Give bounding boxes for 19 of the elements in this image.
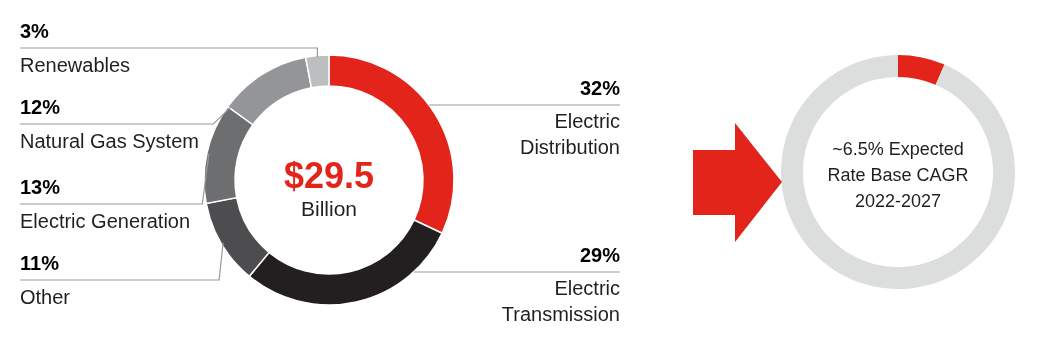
slice-label: Electric Distribution xyxy=(519,110,620,158)
text: Billion xyxy=(300,197,358,220)
data-label: 12% xyxy=(20,96,61,118)
slice-label: Other xyxy=(20,286,71,308)
data-label: 11% xyxy=(20,252,60,274)
data-label: 13% xyxy=(20,176,61,198)
slice-label: Electric Generation xyxy=(20,210,191,232)
data-label: 32% xyxy=(579,77,621,99)
donut-slice xyxy=(781,55,1015,289)
data-label: 29% xyxy=(579,244,621,266)
text: Rate Base CAGR xyxy=(827,165,969,185)
text: 2022-2027 xyxy=(854,191,942,211)
text: ~6.5% Expected xyxy=(832,139,964,159)
text: $29.5 xyxy=(283,155,375,196)
slice-label: Electric Transmission xyxy=(501,277,620,325)
data-label: 3% xyxy=(20,20,50,42)
slice-label: Renewables xyxy=(20,54,131,76)
slice-label: Natural Gas System xyxy=(20,130,199,152)
donut-slice xyxy=(898,55,945,85)
